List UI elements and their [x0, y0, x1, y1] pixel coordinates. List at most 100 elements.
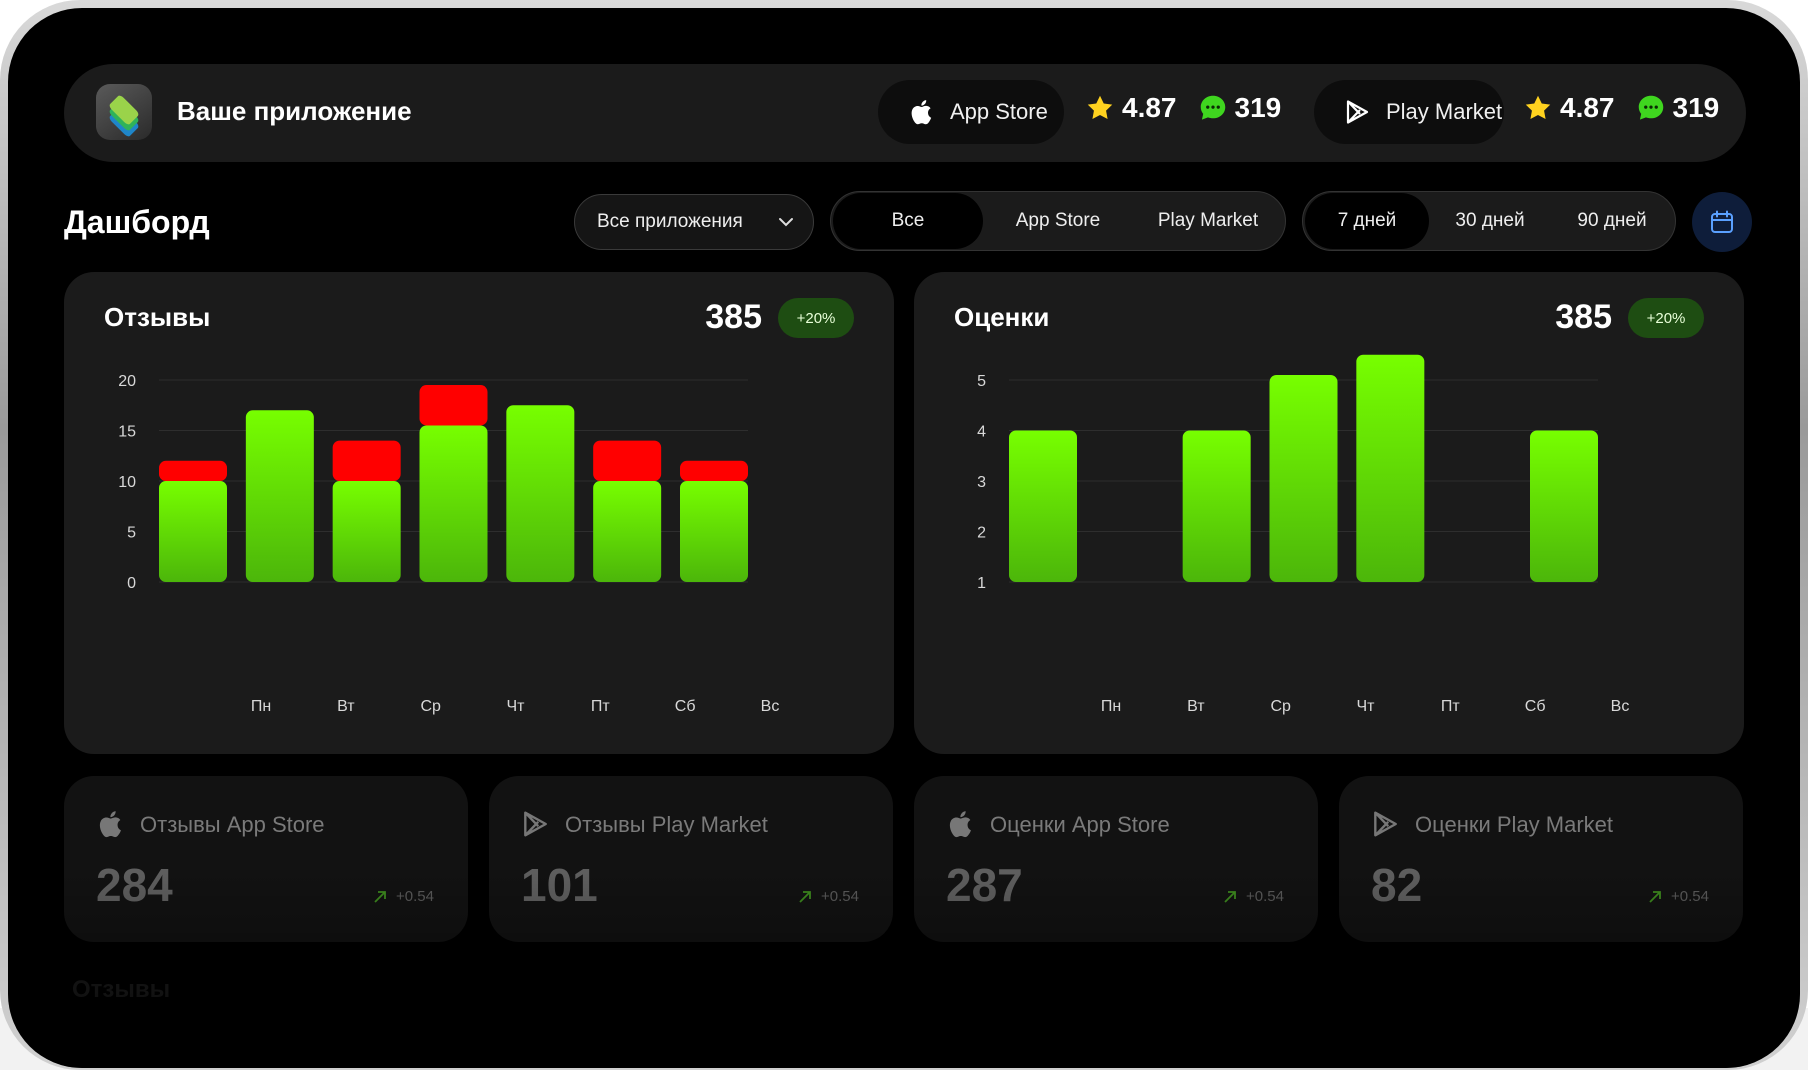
stat-delta: +0.54	[797, 888, 859, 905]
stat-label: Оценки App Store	[990, 812, 1170, 837]
ratings-bar-chart: 1 2 3 4 5 Пн Вт Ср Чт Пт Сб Вс	[977, 354, 1629, 715]
bar[interactable]	[680, 460, 748, 481]
chat-bubble-icon	[1638, 95, 1663, 120]
x-tick-label: Ср	[420, 698, 441, 715]
arrow-up-right-icon	[374, 890, 386, 903]
play-market-review-count: 319	[1672, 92, 1720, 123]
x-tick-label: Пн	[251, 698, 271, 715]
stat-label: Отзывы Play Market	[565, 812, 768, 837]
arrow-up-right-icon	[1224, 890, 1236, 903]
reviews-growth-badge: +20%	[778, 298, 854, 338]
play-market-icon	[1374, 811, 1397, 837]
screen: Ваше приложение App Store 4.87 319 Play …	[8, 8, 1800, 1068]
bar[interactable]	[159, 481, 227, 582]
x-tick-label: Пт	[591, 698, 611, 715]
period-filter: 7 дней 30 дней 90 дней	[1302, 191, 1676, 251]
x-tick-label: Чт	[507, 698, 526, 715]
bar[interactable]	[332, 440, 401, 481]
stat-card-play-market-ratings[interactable]: Оценки Play Market 82 +0.54	[1339, 776, 1743, 942]
reviews-section-heading: Отзывы	[72, 976, 171, 1003]
stat-card-play-market-reviews[interactable]: Отзывы Play Market 101 +0.54	[489, 776, 893, 942]
x-tick-label: Вт	[337, 698, 355, 715]
calendar-icon	[1711, 210, 1733, 233]
bar[interactable]	[1356, 354, 1425, 582]
stat-value: 284	[96, 859, 173, 911]
apple-icon	[906, 97, 936, 127]
stat-delta-value: +0.54	[396, 888, 434, 905]
app-select-dropdown[interactable]: Все приложения	[574, 194, 814, 250]
chevron-down-icon	[779, 218, 793, 227]
bar[interactable]	[1009, 430, 1077, 583]
app-store-label: App Store	[950, 99, 1048, 124]
x-tick-label: Пн	[1101, 698, 1121, 715]
source-filter: Все App Store Play Market	[830, 191, 1286, 251]
bar[interactable]	[593, 481, 662, 582]
page-title: Дашборд	[64, 204, 210, 240]
stat-value: 101	[521, 859, 598, 911]
play-market-pill[interactable]: Play Market	[1314, 80, 1504, 144]
arrow-up-right-icon	[799, 890, 811, 903]
stat-label: Отзывы App Store	[140, 812, 325, 837]
stat-card-app-store-reviews[interactable]: Отзывы App Store 284 +0.54	[64, 776, 468, 942]
y-tick-label: 10	[118, 474, 136, 491]
bar[interactable]	[1269, 374, 1338, 582]
play-market-rating: 4.87 319	[1524, 92, 1719, 124]
bar[interactable]	[419, 425, 488, 582]
stat-card-app-store-ratings[interactable]: Оценки App Store 287 +0.54	[914, 776, 1318, 942]
bar[interactable]	[159, 460, 227, 481]
tab-period-30-days[interactable]: 30 дней	[1455, 210, 1525, 231]
bar[interactable]	[680, 481, 748, 582]
calendar-button[interactable]	[1692, 192, 1752, 252]
apple-icon	[949, 811, 971, 838]
app-store-review-count: 319	[1234, 92, 1282, 123]
star-icon	[1525, 95, 1551, 119]
reviews-chart-card: Отзывы 385 +20% 0 5 10 15 20 Пн Вт Ср Чт Пт Сб Вс	[64, 272, 894, 754]
x-tick-label: Вс	[761, 698, 780, 715]
x-tick-label: Вт	[1187, 698, 1205, 715]
stat-delta-value: +0.54	[1671, 888, 1709, 905]
bar[interactable]	[245, 410, 314, 582]
star-icon	[1087, 95, 1113, 119]
x-tick-label: Чт	[1357, 698, 1376, 715]
reviews-card-title: Отзывы	[104, 302, 211, 332]
app-logo-icon	[96, 84, 152, 140]
bar[interactable]	[506, 405, 575, 582]
tab-period-7-days[interactable]: 7 дней	[1305, 193, 1429, 249]
x-tick-label: Ср	[1270, 698, 1291, 715]
app-store-pill[interactable]: App Store	[878, 80, 1064, 144]
y-tick-label: 2	[977, 525, 986, 542]
y-tick-label: 5	[977, 373, 986, 390]
tab-source-app-store[interactable]: App Store	[1015, 210, 1101, 231]
app-header: Ваше приложение App Store 4.87 319 Play …	[64, 64, 1746, 162]
play-market-icon	[1342, 97, 1372, 127]
stat-delta: +0.54	[1647, 888, 1709, 905]
bar[interactable]	[1182, 430, 1251, 583]
y-tick-label: 20	[118, 373, 136, 390]
stat-delta-value: +0.54	[1246, 888, 1284, 905]
arrow-up-right-icon	[1649, 890, 1661, 903]
y-tick-label: 5	[127, 525, 136, 542]
bar[interactable]	[419, 385, 488, 426]
y-tick-label: 4	[977, 424, 986, 441]
stat-value: 287	[946, 859, 1023, 911]
apple-icon	[99, 811, 121, 838]
tab-source-all[interactable]: Все	[833, 193, 983, 249]
tab-source-play-market[interactable]: Play Market	[1157, 210, 1259, 231]
app-store-rating: 4.87 319	[1086, 92, 1281, 124]
x-tick-label: Сб	[1525, 698, 1546, 715]
stat-delta-value: +0.54	[821, 888, 859, 905]
stat-delta: +0.54	[372, 888, 434, 905]
app-store-rating-value: 4.87	[1122, 92, 1177, 123]
ratings-card-title: Оценки	[954, 302, 1050, 332]
chat-bubble-icon	[1200, 95, 1225, 120]
bar[interactable]	[1530, 430, 1598, 583]
stat-label: Оценки Play Market	[1415, 812, 1614, 837]
reviews-bar-chart: 0 5 10 15 20 Пн Вт Ср Чт Пт Сб Вс	[118, 373, 780, 715]
tab-period-90-days[interactable]: 90 дней	[1577, 210, 1647, 231]
y-tick-label: 0	[127, 575, 136, 592]
bar[interactable]	[332, 481, 401, 582]
bar[interactable]	[593, 440, 662, 481]
x-tick-label: Сб	[675, 698, 696, 715]
reviews-card-total: 385	[705, 298, 762, 336]
